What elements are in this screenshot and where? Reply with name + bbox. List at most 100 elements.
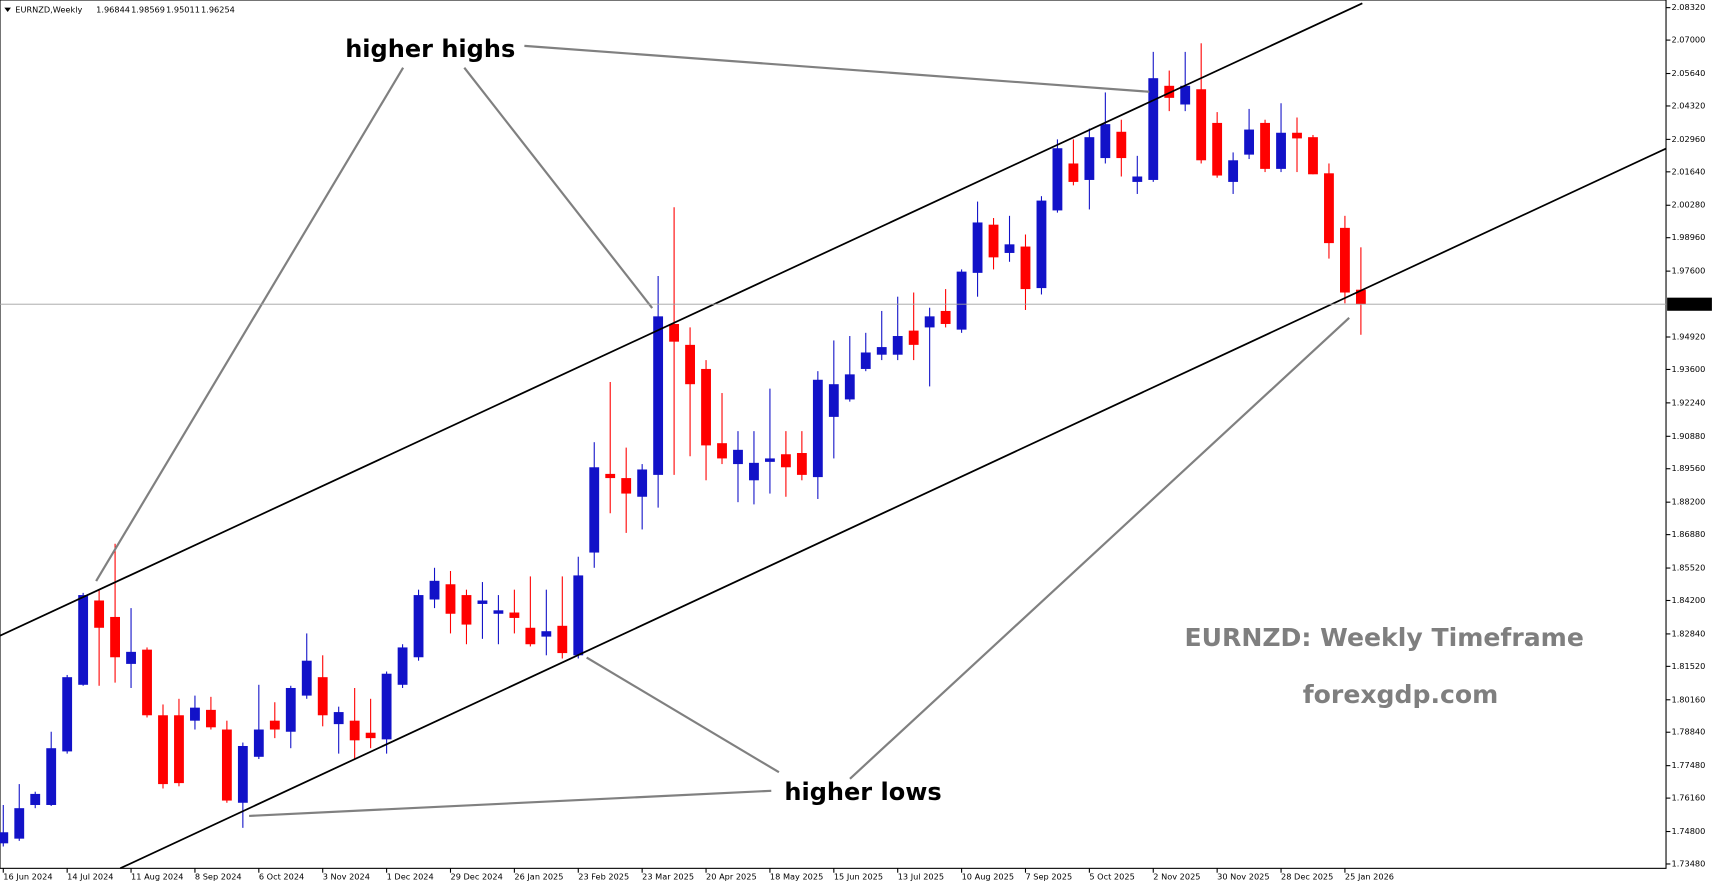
candle-body	[237, 745, 248, 803]
y-tick-label: 1.80160	[1671, 694, 1705, 704]
candle-body	[142, 649, 152, 716]
y-tick-label: 1.98960	[1671, 232, 1705, 242]
y-tick-label: 1.76160	[1671, 793, 1705, 803]
lower-channel-line	[119, 147, 1667, 870]
candle-body	[493, 610, 504, 614]
x-tick-label: 18 May 2025	[770, 872, 823, 882]
header-low: 1.95011	[166, 4, 200, 14]
candle-body	[381, 673, 392, 740]
candle-body	[892, 336, 903, 355]
y-tick-label: 1.89560	[1671, 463, 1705, 473]
x-tick-label: 20 Apr 2025	[706, 872, 757, 882]
x-tick-label: 26 Jan 2025	[514, 872, 563, 882]
y-tick-label: 1.93600	[1671, 364, 1705, 374]
x-tick-label: 8 Sep 2024	[195, 872, 242, 882]
y-tick-label: 2.08320	[1671, 2, 1705, 12]
y-tick-label: 1.88200	[1671, 497, 1705, 507]
candle-body	[1068, 163, 1079, 182]
candle-body	[285, 687, 296, 732]
header-open: 1.96844	[96, 4, 130, 14]
candle-body	[796, 453, 807, 475]
y-tick-label: 2.07000	[1671, 35, 1705, 45]
candle-body	[1212, 122, 1223, 176]
header-high: 1.98569	[131, 4, 165, 14]
candle-body	[1164, 85, 1175, 98]
candle-body	[1036, 200, 1047, 289]
candle-body	[828, 384, 839, 417]
candle-body	[30, 793, 41, 805]
y-tick-label: 2.00280	[1671, 200, 1705, 210]
candle-body	[1292, 132, 1302, 139]
x-tick-label: 14 Jul 2024	[67, 872, 113, 882]
y-tick-label: 1.94920	[1671, 332, 1705, 342]
arrow	[95, 67, 405, 582]
candle-body	[1324, 173, 1334, 244]
x-tick-label: 23 Mar 2025	[642, 872, 694, 882]
candle-body	[205, 709, 216, 728]
candle-body	[477, 600, 488, 604]
x-tick-label: 2 Nov 2025	[1153, 872, 1200, 882]
candle-body	[1276, 132, 1286, 169]
candle-body	[1340, 227, 1350, 293]
candle-body	[14, 808, 25, 839]
candle-body	[1228, 160, 1239, 182]
candle-body	[988, 224, 999, 258]
candle-body	[333, 712, 344, 725]
candle-body	[685, 344, 695, 385]
x-tick-label: 10 Aug 2025	[962, 872, 1014, 882]
y-tick-label: 1.84200	[1671, 595, 1705, 605]
current-price-box	[1667, 297, 1712, 311]
candle-body	[812, 379, 823, 478]
candle-body	[397, 647, 408, 685]
candle-body	[525, 627, 536, 645]
watermark: EURNZD: Weekly Timeframe	[1184, 623, 1583, 652]
candle-body	[844, 374, 855, 400]
x-tick-label: 23 Feb 2025	[578, 872, 629, 882]
y-tick-label: 1.77480	[1671, 760, 1705, 770]
y-tick-label: 1.85520	[1671, 563, 1705, 573]
candle-body	[445, 584, 456, 614]
candle-body	[1052, 148, 1063, 211]
arrow	[463, 67, 654, 309]
candle-body	[221, 729, 232, 801]
candle-body	[317, 677, 328, 716]
candle-body	[860, 352, 871, 369]
candle-body	[717, 443, 727, 459]
candle-body	[1180, 85, 1191, 105]
x-tick-label: 3 Nov 2024	[323, 872, 370, 882]
candle-body	[429, 580, 440, 600]
chart-title: EURNZD,Weekly	[15, 4, 82, 14]
candle-body	[1116, 131, 1127, 159]
y-tick-label: 1.78840	[1671, 727, 1705, 737]
y-tick-label: 1.81520	[1671, 661, 1705, 671]
x-tick-label: 15 Jun 2025	[834, 872, 883, 882]
y-tick-label: 2.01640	[1671, 166, 1705, 176]
candle-body	[669, 323, 680, 342]
candle-body	[1004, 244, 1015, 253]
y-tick-label: 1.73480	[1671, 858, 1705, 868]
candle-body	[1355, 289, 1366, 305]
candle-body	[653, 316, 664, 475]
y-tick-label: 2.05640	[1671, 68, 1705, 78]
y-tick-label: 2.04320	[1671, 100, 1705, 110]
x-tick-label: 1 Dec 2024	[387, 872, 434, 882]
annotation-arrows	[95, 44, 1350, 818]
candle-body	[413, 595, 424, 658]
annotation: higher lows	[784, 778, 941, 806]
candle-body	[1020, 246, 1031, 290]
candle-body	[1132, 176, 1143, 182]
x-tick-label: 25 Jan 2026	[1345, 872, 1394, 882]
candle-body	[605, 473, 616, 479]
candle-body	[780, 454, 791, 468]
candle-body	[190, 707, 200, 721]
candle-body	[78, 595, 89, 685]
candle-body	[46, 748, 57, 805]
candle-body	[541, 631, 552, 637]
candle-body	[269, 720, 280, 730]
candle-body	[749, 462, 759, 481]
candle-body	[557, 625, 568, 654]
x-tick-label: 5 Oct 2025	[1089, 872, 1134, 882]
plot-frame	[0, 0, 1667, 869]
x-tick-label: 6 Oct 2024	[259, 872, 304, 882]
